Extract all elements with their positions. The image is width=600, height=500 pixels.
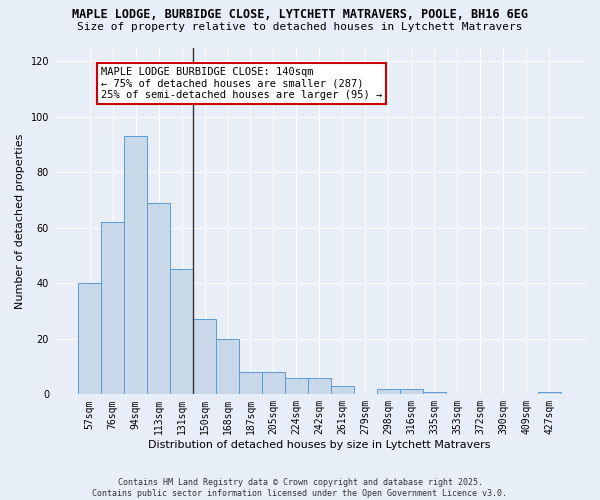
Bar	[285, 378, 308, 394]
Text: Size of property relative to detached houses in Lytchett Matravers: Size of property relative to detached ho…	[77, 22, 523, 32]
Bar	[400, 389, 423, 394]
Bar	[377, 389, 400, 394]
Bar	[216, 339, 239, 394]
Text: MAPLE LODGE BURBIDGE CLOSE: 140sqm
← 75% of detached houses are smaller (287)
25: MAPLE LODGE BURBIDGE CLOSE: 140sqm ← 75%…	[101, 67, 382, 100]
Bar	[423, 392, 446, 394]
Text: MAPLE LODGE, BURBIDGE CLOSE, LYTCHETT MATRAVERS, POOLE, BH16 6EG: MAPLE LODGE, BURBIDGE CLOSE, LYTCHETT MA…	[72, 8, 528, 20]
Bar	[147, 203, 170, 394]
Bar	[170, 270, 193, 394]
X-axis label: Distribution of detached houses by size in Lytchett Matravers: Distribution of detached houses by size …	[148, 440, 491, 450]
Bar	[101, 222, 124, 394]
Bar	[308, 378, 331, 394]
Bar	[239, 372, 262, 394]
Bar	[538, 392, 561, 394]
Bar	[262, 372, 285, 394]
Bar	[124, 136, 147, 394]
Y-axis label: Number of detached properties: Number of detached properties	[15, 133, 25, 308]
Bar	[193, 320, 216, 394]
Bar	[331, 386, 354, 394]
Text: Contains HM Land Registry data © Crown copyright and database right 2025.
Contai: Contains HM Land Registry data © Crown c…	[92, 478, 508, 498]
Bar	[78, 284, 101, 395]
